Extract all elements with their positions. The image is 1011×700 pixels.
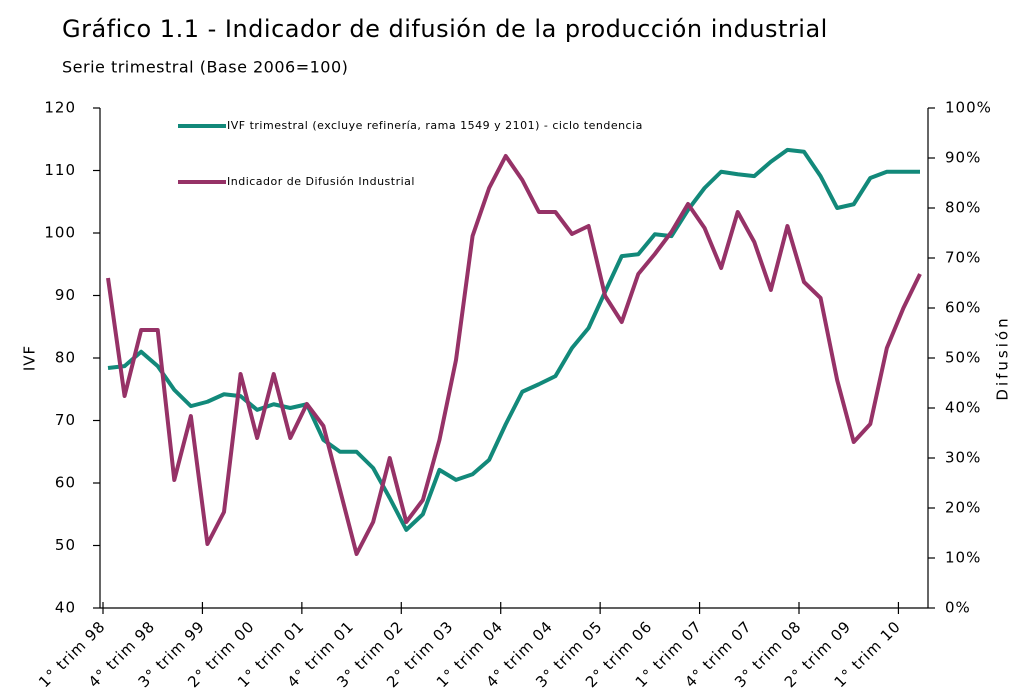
- y-tick-label: 90: [55, 286, 76, 304]
- y-tick-label: 70: [55, 411, 76, 429]
- legend-label: Indicador de Difusión Industrial: [227, 175, 415, 188]
- chart-title: Gráfico 1.1 - Indicador de difusión de l…: [62, 15, 828, 43]
- y2-tick-label: 30%: [945, 449, 981, 467]
- y2-tick-label: 100%: [945, 99, 992, 117]
- y-tick-label: 40: [55, 599, 76, 617]
- y-tick-label: 100: [44, 224, 76, 242]
- y2-tick-label: 70%: [945, 249, 981, 267]
- y-tick-label: 80: [55, 349, 76, 367]
- y2-tick-label: 10%: [945, 549, 981, 567]
- chart-subtitle: Serie trimestral (Base 2006=100): [62, 58, 348, 77]
- legend-label: IVF trimestral (excluye refinería, rama …: [227, 119, 643, 132]
- y2-tick-label: 20%: [945, 499, 981, 517]
- y2-tick-label: 50%: [945, 349, 981, 367]
- y-tick-label: 120: [44, 99, 76, 117]
- y2-axis-label: Difusión: [994, 315, 1011, 400]
- series-line: [107, 147, 920, 532]
- y-axis-label: IVF: [21, 345, 39, 371]
- y2-tick-label: 60%: [945, 299, 981, 317]
- y2-tick-label: 90%: [945, 149, 981, 167]
- y2-tick-label: 40%: [945, 399, 981, 417]
- y2-tick-label: 0%: [945, 599, 971, 617]
- y-tick-label: 60: [55, 474, 76, 492]
- y-tick-label: 50: [55, 536, 76, 554]
- y-tick-label: 110: [44, 161, 76, 179]
- y2-tick-label: 80%: [945, 199, 981, 217]
- series-line: [106, 154, 922, 556]
